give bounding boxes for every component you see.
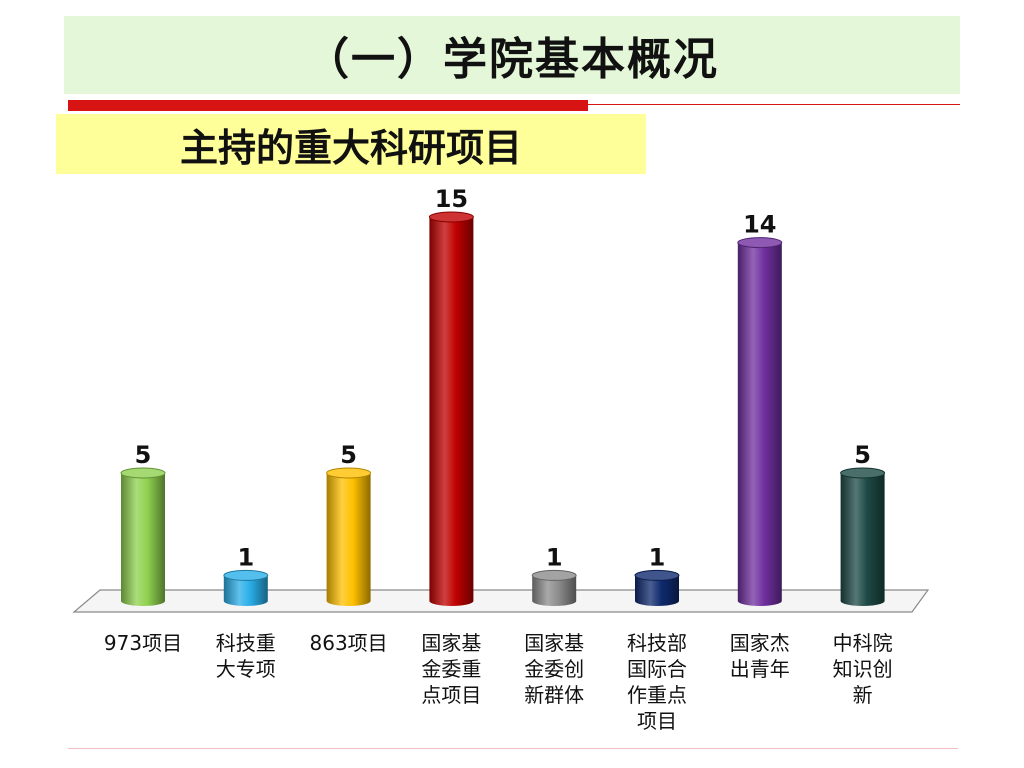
bar-body: [326, 473, 371, 606]
category-label: 国家杰 出青年: [729, 631, 790, 681]
chart-subtitle: 主持的重大科研项目: [179, 125, 522, 170]
bar-body: [121, 473, 165, 606]
bar: [120, 467, 166, 606]
bar-body: [429, 217, 474, 606]
bar: [634, 569, 680, 606]
subtitle-box: 主持的重大科研项目: [56, 114, 646, 174]
bar-body: [840, 473, 885, 606]
data-label: 1: [649, 543, 666, 571]
title-band: （一）学院基本概况: [64, 16, 960, 94]
category-label: 国家基 金委重 点项目: [421, 631, 482, 707]
data-label: 14: [743, 211, 776, 239]
title-divider-line: [588, 104, 960, 105]
bar-body: [223, 575, 268, 606]
bar-body: [737, 242, 782, 606]
bar-body: [635, 575, 679, 606]
data-label: 1: [546, 543, 563, 571]
data-label: 5: [340, 441, 357, 469]
bar-top-cap: [326, 467, 372, 479]
bar: [326, 467, 372, 606]
page-title: （一）学院基本概况: [305, 34, 719, 85]
bar: [428, 211, 474, 606]
category-label: 973项目: [103, 631, 183, 655]
bar-body: [532, 575, 577, 606]
title-divider-bar: [68, 100, 588, 111]
category-label: 科技部 国际合 作重点 项目: [627, 631, 687, 733]
bar-top-cap: [428, 211, 474, 223]
chart-floor: [72, 589, 930, 613]
data-label: 5: [135, 441, 152, 469]
footer-rule: [68, 748, 958, 749]
data-label: 15: [435, 185, 468, 213]
bar-top-cap: [120, 467, 166, 479]
bar: [737, 237, 783, 606]
bar: [840, 467, 886, 606]
bar-top-cap: [634, 569, 680, 581]
bar: [223, 569, 269, 606]
bar-top-cap: [840, 467, 886, 479]
category-label: 中科院 知识创 新: [832, 631, 893, 707]
category-label: 863项目: [309, 631, 388, 655]
category-label: 科技重 大专项: [215, 631, 276, 681]
bar-top-cap: [737, 237, 783, 249]
bar: [531, 569, 577, 606]
category-label: 国家基 金委创 新群体: [524, 631, 585, 707]
data-label: 5: [854, 441, 871, 469]
bar-top-cap: [223, 569, 269, 581]
bar-top-cap: [531, 569, 577, 581]
data-label: 1: [237, 543, 254, 571]
